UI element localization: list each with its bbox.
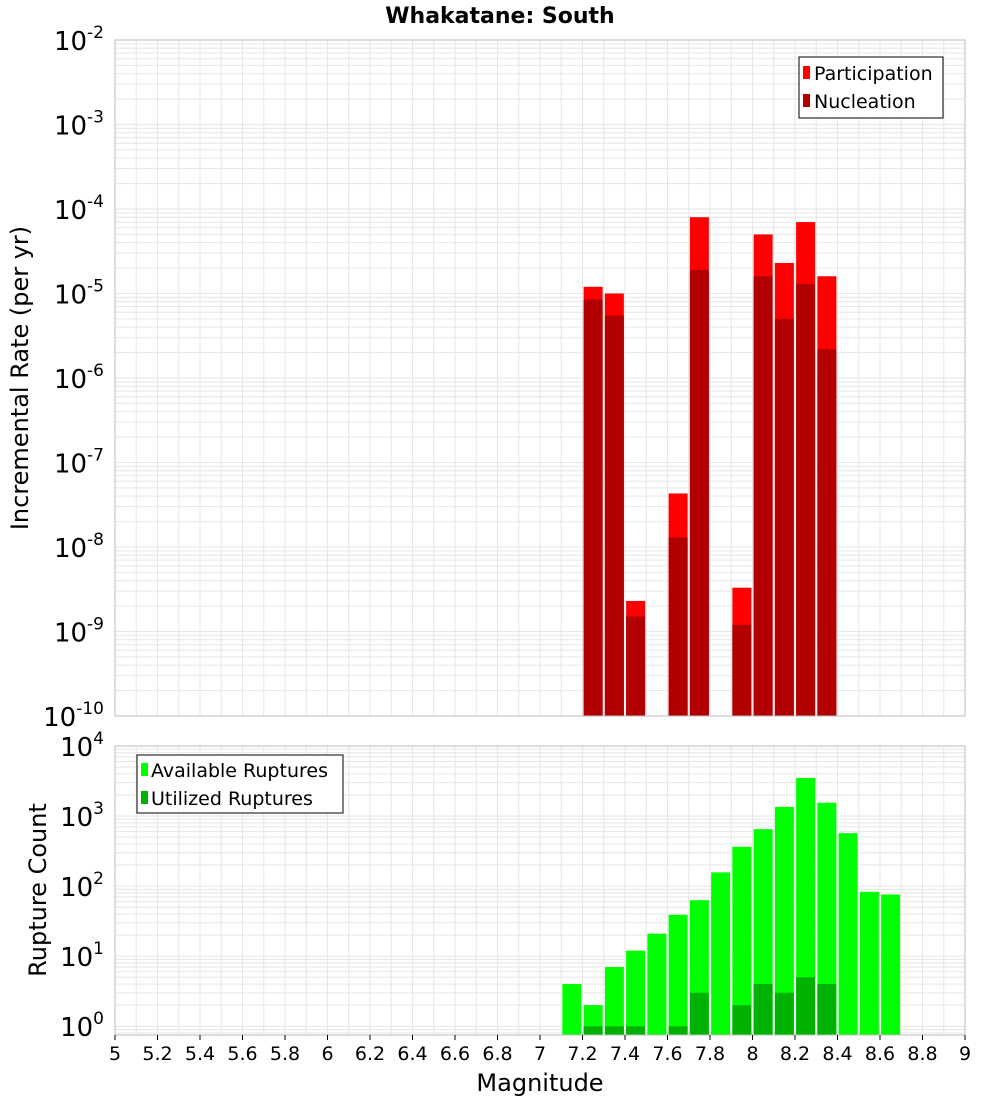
bottom-y-tick-label: 102 (60, 869, 104, 903)
bar-nucleation (753, 276, 773, 716)
bar-utilized (796, 977, 816, 1035)
top-panel-bars (583, 217, 837, 717)
x-axis-ticks: 5 5.2 5.4 5.6 5.8 6 6.2 6.4 6.6 6.8 7 7.2 7.4 7.6 7.8 8… (109, 1035, 971, 1065)
top-legend-box (798, 56, 944, 119)
top-panel-y-ticks: 10-2 10-3 10-4 10-5 10-6 10-7 10-8 10-9 10-10 (43, 23, 104, 733)
bottom-y-axis-label: Rupture Count (24, 803, 52, 977)
top-y-tick-label: 10-9 (54, 615, 104, 649)
x-tick-label: 5.2 (142, 1043, 172, 1065)
x-tick-label: 8.6 (865, 1043, 895, 1065)
bar-available (604, 967, 624, 1035)
legend-swatch-utilized (141, 791, 148, 804)
bar-utilized (583, 1026, 603, 1035)
bar-utilized (732, 1005, 752, 1035)
x-tick-label: 6.8 (482, 1043, 512, 1065)
x-tick-label: 7.2 (567, 1043, 597, 1065)
top-y-tick-label: 10-3 (54, 108, 104, 142)
bar-available (711, 872, 731, 1035)
x-tick-label: 9 (959, 1043, 971, 1065)
bottom-legend-box (136, 754, 344, 814)
top-y-tick-label: 10-7 (54, 446, 104, 480)
bottom-legend: Available Ruptures Utilized Ruptures (136, 754, 344, 814)
bar-utilized (774, 992, 794, 1035)
x-axis-label: Magnitude (476, 1069, 603, 1097)
bottom-y-tick-label: 101 (60, 939, 104, 973)
x-tick-label: 5 (109, 1043, 121, 1065)
top-y-tick-label: 10-5 (54, 277, 104, 311)
bar-utilized (604, 1026, 624, 1035)
bar-nucleation (796, 283, 816, 716)
bar-available (732, 846, 752, 1035)
bottom-y-tick-label: 103 (60, 799, 104, 833)
top-y-tick-label: 10-6 (54, 361, 104, 395)
legend-swatch-nucleation (803, 94, 810, 107)
bar-available (562, 984, 582, 1035)
bar-nucleation (732, 624, 752, 716)
top-y-axis-label: Incremental Rate (per yr) (6, 226, 34, 530)
x-tick-label: 8 (746, 1043, 758, 1065)
top-y-tick-label: 10-8 (54, 530, 104, 564)
bar-available (817, 802, 837, 1035)
x-tick-label: 7.6 (652, 1043, 682, 1065)
x-tick-label: 8.4 (822, 1043, 852, 1065)
x-tick-label: 7.8 (695, 1043, 725, 1065)
bar-available (753, 829, 773, 1035)
x-tick-label: 5.8 (270, 1043, 300, 1065)
x-tick-label: 6 (321, 1043, 333, 1065)
chart-title: Whakatane: South (385, 4, 614, 29)
bar-available (881, 894, 901, 1035)
bar-nucleation (689, 269, 709, 716)
bar-nucleation (668, 537, 688, 716)
bar-utilized (689, 992, 709, 1035)
bar-available (838, 833, 858, 1035)
x-tick-label: 5.4 (185, 1043, 215, 1065)
bottom-y-tick-label: 104 (60, 729, 104, 763)
top-y-tick-label: 10-10 (43, 699, 104, 733)
legend-swatch-participation (803, 66, 810, 79)
bar-available (796, 777, 816, 1035)
top-legend: Participation Nucleation (798, 56, 944, 119)
x-tick-label: 7 (534, 1043, 546, 1065)
x-tick-label: 8.8 (907, 1043, 937, 1065)
bar-nucleation (626, 616, 646, 716)
bar-nucleation (817, 349, 837, 716)
bar-available (774, 806, 794, 1035)
bar-utilized (817, 984, 837, 1035)
bar-nucleation (583, 299, 603, 716)
bottom-panel-bars (562, 777, 901, 1035)
x-tick-label: 6.4 (397, 1043, 427, 1065)
bar-nucleation (604, 315, 624, 716)
legend-label-nucleation: Nucleation (814, 91, 916, 113)
bar-utilized (753, 984, 773, 1035)
x-tick-label: 6.6 (440, 1043, 470, 1065)
bar-available (859, 891, 879, 1035)
top-panel-frame (114, 39, 966, 717)
x-tick-label: 7.4 (610, 1043, 640, 1065)
bar-available (647, 933, 667, 1035)
x-tick-label: 5.6 (227, 1043, 257, 1065)
x-tick-label: 6.2 (355, 1043, 385, 1065)
x-tick-label: 8.2 (780, 1043, 810, 1065)
bottom-panel-y-ticks: 104 103 102 101 100 (60, 729, 104, 1043)
bar-available (626, 950, 646, 1035)
top-panel-grid (114, 40, 966, 717)
legend-label-utilized: Utilized Ruptures (151, 788, 313, 810)
legend-label-participation: Participation (814, 63, 933, 85)
bar-nucleation (774, 318, 794, 716)
bar-utilized (626, 1026, 646, 1035)
legend-label-available: Available Ruptures (151, 760, 328, 782)
bar-available (668, 914, 688, 1035)
bar-utilized (668, 1026, 688, 1035)
bottom-y-tick-label: 100 (60, 1009, 104, 1043)
top-y-tick-label: 10-2 (54, 23, 104, 57)
legend-swatch-available (141, 763, 148, 776)
top-y-tick-label: 10-4 (54, 192, 104, 226)
